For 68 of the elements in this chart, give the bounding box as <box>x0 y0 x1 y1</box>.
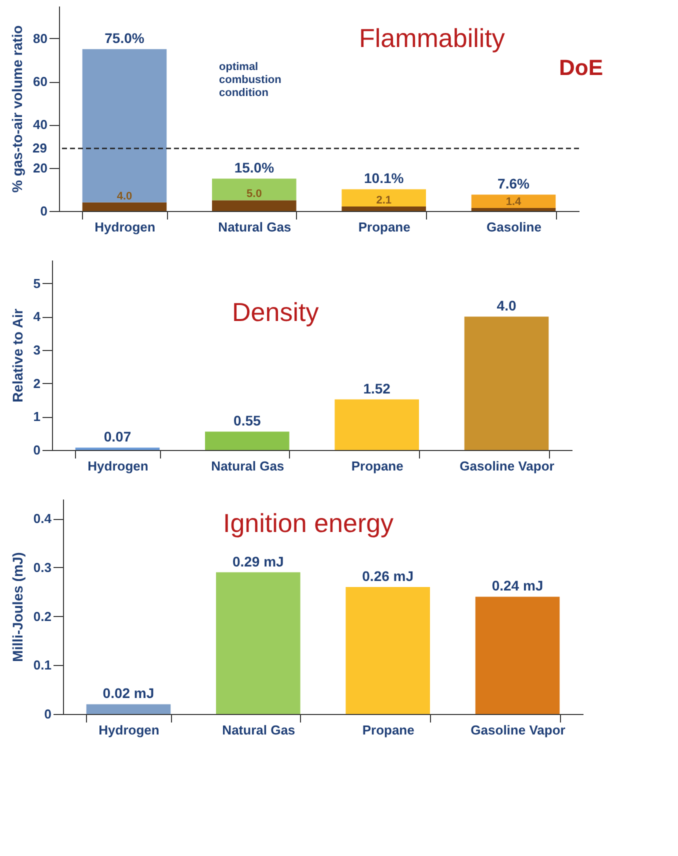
y-tick-label: 0.3 <box>33 560 52 575</box>
y-tick-label: 0 <box>40 204 48 218</box>
x-tick-label: Gasoline <box>486 220 542 234</box>
y-tick-label: 0.2 <box>33 608 52 624</box>
bar <box>342 206 426 211</box>
x-tick-label: Propane <box>351 458 404 474</box>
bar <box>471 208 556 211</box>
annotation: optimal combustion condition <box>219 61 282 99</box>
text: Flammability <box>359 23 505 53</box>
bar <box>82 49 167 202</box>
bar <box>464 316 549 450</box>
total-label: 15.0% <box>234 160 275 176</box>
bar <box>346 586 430 714</box>
y-tick-label: 0 <box>33 442 40 458</box>
x-tick-label: Hydrogen <box>94 220 156 234</box>
y-tick-label: 0.4 <box>33 511 52 526</box>
data-label: 0.02 mJ <box>102 685 154 702</box>
bar <box>342 189 426 206</box>
bar <box>205 432 290 450</box>
data-label: 4.0 <box>116 190 132 202</box>
y-tick-label: 0.1 <box>33 658 52 673</box>
ref-line-label: 29 <box>32 140 47 156</box>
text: Density <box>232 297 319 327</box>
x-tick-label: Natural Gas <box>218 220 292 234</box>
x-tick-label: Hydrogen <box>98 722 160 738</box>
data-label: 4.0 <box>496 298 516 314</box>
bar <box>475 596 560 714</box>
x-tick-label: Natural Gas <box>222 722 296 738</box>
data-label: 1.52 <box>363 380 391 396</box>
data-label: 0.55 <box>234 412 261 429</box>
data-label: 0.26 mJ <box>362 568 414 584</box>
data-label: 0.29 mJ <box>232 553 284 570</box>
y-tick-label: 4 <box>33 309 42 324</box>
y-tick-label: 20 <box>33 160 48 176</box>
x-tick-label: Gasoline Vapor <box>470 722 566 738</box>
y-tick-label: 80 <box>33 30 48 46</box>
x-tick-label: Natural Gas <box>211 458 284 474</box>
data-label: 0.07 <box>104 428 132 445</box>
bar <box>334 399 419 450</box>
bar <box>212 178 296 200</box>
y-tick-label: 3 <box>33 342 40 358</box>
y-tick-label: 60 <box>33 74 48 90</box>
x-tick-label: Gasoline Vapor <box>460 458 554 474</box>
bar <box>86 704 171 714</box>
data-label: 1.4 <box>506 196 522 208</box>
bar <box>82 202 167 211</box>
x-tick-label: Hydrogen <box>88 458 148 474</box>
y-axis-title: Milli-Joules (mJ) <box>9 552 26 662</box>
annotation: DoE <box>559 55 603 80</box>
y-tick-label: 40 <box>33 117 48 132</box>
data-label: 2.1 <box>376 194 392 206</box>
bar <box>212 200 296 211</box>
data-label: 0.24 mJ <box>492 578 544 594</box>
bar <box>471 194 556 208</box>
total-label: 10.1% <box>364 170 404 186</box>
data-label: 5.0 <box>246 188 262 200</box>
x-tick-label: Propane <box>358 220 410 234</box>
y-tick-label: 0 <box>44 706 52 722</box>
total-label: 75.0% <box>104 30 145 46</box>
y-tick-label: 1 <box>33 409 40 424</box>
x-tick-label: Propane <box>362 722 414 738</box>
total-label: 7.6% <box>498 176 530 192</box>
bar <box>216 572 300 714</box>
y-tick-label: 5 <box>33 276 40 291</box>
chart-title: Ignition energy <box>223 508 394 538</box>
y-tick-label: 2 <box>33 376 40 391</box>
y-axis-title: % gas-to-air volume ratio <box>9 25 26 193</box>
y-axis-title: Relative to Air <box>9 308 26 402</box>
